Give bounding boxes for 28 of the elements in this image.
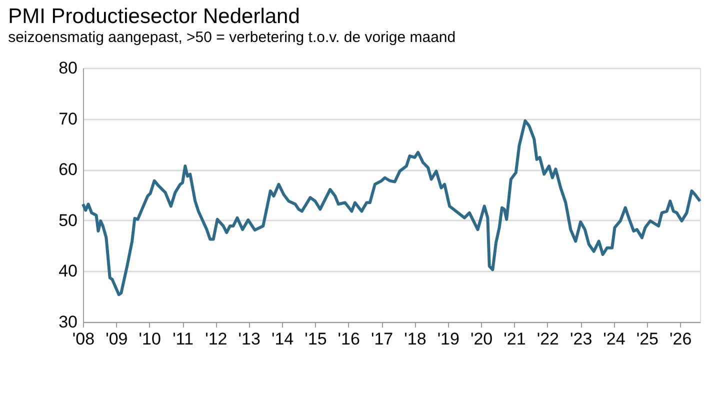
x-tick-label: '21 bbox=[504, 330, 526, 348]
x-tick-label: '16 bbox=[338, 330, 360, 348]
line-series bbox=[82, 119, 702, 296]
x-tick-label: '18 bbox=[404, 330, 426, 348]
y-tick-label: 70 bbox=[58, 109, 78, 128]
x-tick-label: '26 bbox=[670, 330, 692, 348]
x-tick-label: '10 bbox=[138, 330, 161, 348]
x-tick-label: '25 bbox=[636, 330, 659, 348]
x-tick-label: '19 bbox=[437, 330, 460, 348]
x-tick-label: '11 bbox=[172, 330, 194, 348]
x-tick-label: '15 bbox=[304, 330, 327, 348]
x-tick-label: '22 bbox=[536, 330, 559, 348]
x-tick-label: '14 bbox=[271, 330, 294, 348]
y-tick-label: 80 bbox=[58, 58, 78, 78]
y-tick-label: 50 bbox=[58, 210, 78, 230]
chart-subtitle: seizoensmatig aangepast, >50 = verbetering t.o.v. de vorige maand bbox=[8, 29, 456, 46]
x-tick-label: '08 bbox=[72, 330, 95, 348]
x-tick-label: '24 bbox=[603, 330, 626, 348]
y-tick-label: 60 bbox=[58, 160, 78, 180]
x-tick-label: '12 bbox=[205, 330, 228, 348]
x-tick-label: '09 bbox=[106, 330, 128, 348]
chart-title: PMI Productiesector Nederland bbox=[8, 5, 300, 28]
x-tick-label: '23 bbox=[570, 330, 592, 348]
y-tick-label: 40 bbox=[58, 262, 78, 281]
x-tick-label: '13 bbox=[238, 330, 260, 348]
x-tick-label: '17 bbox=[370, 330, 394, 348]
y-tick-label: 30 bbox=[58, 312, 78, 332]
x-tick-label: '20 bbox=[470, 330, 493, 348]
